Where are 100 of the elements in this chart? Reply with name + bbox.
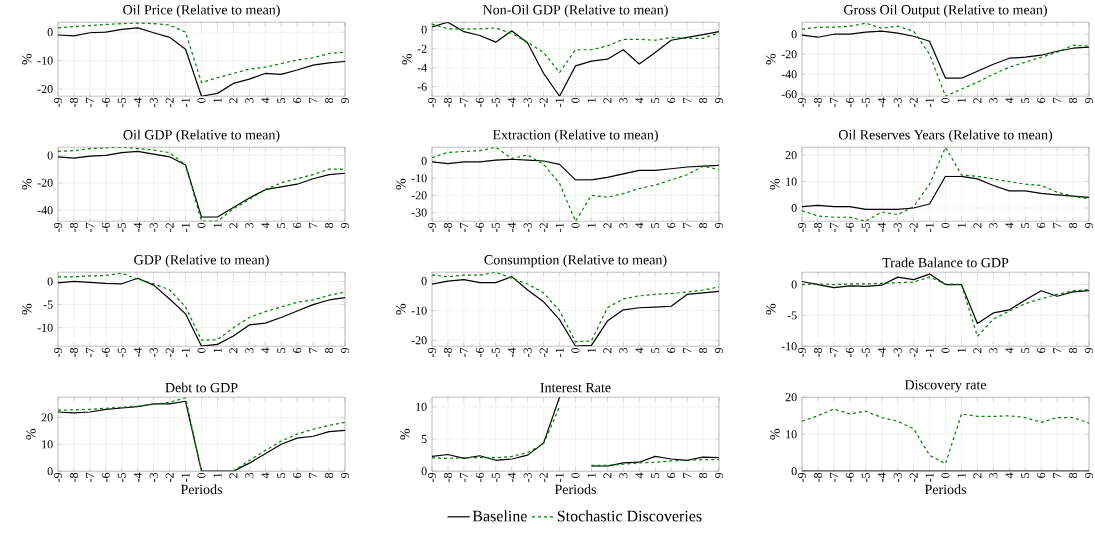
x-tick-label: -8 <box>443 347 452 357</box>
x-tick-label: 5 <box>1021 472 1030 478</box>
x-tick-label: -8 <box>69 222 78 232</box>
y-axis-title: % <box>770 178 780 190</box>
x-tick-label: -7 <box>829 97 838 107</box>
x-tick-label: 4 <box>261 347 270 354</box>
x-tick-label: -9 <box>427 222 437 232</box>
x-tick-label: 6 <box>1037 472 1046 478</box>
x-tick-label: 9 <box>1084 347 1094 353</box>
chart-title: Trade Balance to GDP <box>882 257 1009 268</box>
x-tick-label: 9 <box>714 97 724 103</box>
x-tick-label: -6 <box>101 472 110 482</box>
x-tick-label: -7 <box>85 472 94 482</box>
x-tick-label: -7 <box>459 472 468 482</box>
chart-title: Debt to GDP <box>165 382 238 393</box>
x-tick-label: -5 <box>861 222 870 232</box>
x-tick-label: -7 <box>829 347 838 357</box>
x-tick-label: -4 <box>133 222 142 232</box>
y-tick-label: -2 <box>417 44 427 53</box>
x-tick-label: 4 <box>1005 347 1014 354</box>
x-tick-label: -6 <box>101 222 110 232</box>
x-tick-label: 7 <box>1053 347 1062 353</box>
x-axis-title: Periods <box>554 484 596 495</box>
x-tick-label: 2 <box>603 97 612 103</box>
y-tick-label: 10 <box>786 177 797 186</box>
x-tick-label: 4 <box>635 97 644 104</box>
x-tick-label: -2 <box>909 347 918 357</box>
x-tick-label: 1 <box>213 348 222 353</box>
x-tick-label: 5 <box>277 347 286 353</box>
x-tick-label: 8 <box>325 472 334 478</box>
x-tick-label: -4 <box>507 472 516 482</box>
x-tick-label: 2 <box>603 222 612 228</box>
x-tick-label: -6 <box>845 472 854 482</box>
x-tick-label: -8 <box>443 97 452 107</box>
x-tick-label: 6 <box>667 222 676 228</box>
x-tick-label: 1 <box>213 473 222 478</box>
x-tick-label: 0 <box>197 347 206 353</box>
x-tick-label: 9 <box>714 347 724 353</box>
y-tick-label: -30 <box>411 208 427 217</box>
x-tick-label: -4 <box>877 472 886 482</box>
x-tick-label: 9 <box>340 222 350 228</box>
x-tick-label: 7 <box>309 472 318 478</box>
x-tick-label: 4 <box>1005 97 1014 104</box>
y-tick-label: 0 <box>47 151 53 160</box>
x-tick-label: 8 <box>1069 472 1078 478</box>
x-tick-label: 2 <box>229 347 238 353</box>
x-tick-label: -6 <box>475 97 484 107</box>
x-tick-label: -6 <box>845 222 854 232</box>
x-tick-label: -6 <box>845 347 854 357</box>
x-tick-label: 3 <box>619 222 628 228</box>
y-tick-label: -10 <box>411 174 427 183</box>
x-tick-label: -3 <box>893 347 902 357</box>
x-tick-label: 0 <box>941 97 950 103</box>
x-tick-label: -8 <box>443 222 452 232</box>
x-tick-label: -5 <box>491 222 500 232</box>
x-tick-label: -1 <box>181 348 190 357</box>
x-tick-label: 7 <box>309 222 318 228</box>
x-tick-label: 1 <box>213 223 222 228</box>
x-tick-label: 0 <box>941 472 950 478</box>
x-tick-label: -3 <box>893 472 902 482</box>
x-tick-label: 6 <box>1037 222 1046 228</box>
y-tick-label: -20 <box>411 191 427 200</box>
y-tick-label: 20 <box>785 393 797 402</box>
x-tick-label: -4 <box>133 472 142 482</box>
y-tick-label: 0 <box>421 276 427 286</box>
x-tick-label: -1 <box>555 348 564 357</box>
x-tick-label: -7 <box>829 222 838 232</box>
x-tick-label: 0 <box>197 472 206 478</box>
x-tick-label: 3 <box>989 97 998 103</box>
x-tick-label: 8 <box>325 347 334 353</box>
x-tick-label: 8 <box>699 222 708 228</box>
y-tick-label: 0 <box>791 280 797 289</box>
x-tick-label: 2 <box>229 222 238 228</box>
chart-title: Interest Rate <box>540 382 611 393</box>
legend-label: Stochastic Discoveries <box>557 510 702 522</box>
x-tick-label: -4 <box>507 97 516 107</box>
x-tick-label: 9 <box>340 472 350 478</box>
x-tick-label: -4 <box>133 347 142 357</box>
x-tick-label: -5 <box>117 97 126 107</box>
y-tick-label: -40 <box>37 206 53 215</box>
x-tick-label: -3 <box>523 97 532 107</box>
x-tick-label: -4 <box>877 97 886 107</box>
x-tick-label: -8 <box>443 472 452 482</box>
x-tick-label: -9 <box>53 347 63 357</box>
x-tick-label: -9 <box>53 97 63 107</box>
x-tick-label: 9 <box>1084 472 1094 478</box>
chart-title: Gross Oil Output (Relative to mean) <box>844 4 1047 18</box>
x-tick-label: 1 <box>957 223 966 228</box>
y-tick-label: -10 <box>411 306 427 315</box>
y-tick-label: 0 <box>791 30 797 39</box>
x-tick-label: 4 <box>635 347 644 354</box>
x-tick-label: 6 <box>667 97 676 103</box>
x-tick-label: 9 <box>714 222 724 228</box>
x-tick-label: 3 <box>245 347 254 353</box>
x-tick-label: 1 <box>957 98 966 103</box>
x-axis-title: Periods <box>180 484 222 495</box>
x-tick-label: 6 <box>293 222 302 228</box>
y-tick-label: -20 <box>37 178 53 187</box>
x-tick-label: 8 <box>699 347 708 353</box>
x-tick-label: -5 <box>117 222 126 232</box>
